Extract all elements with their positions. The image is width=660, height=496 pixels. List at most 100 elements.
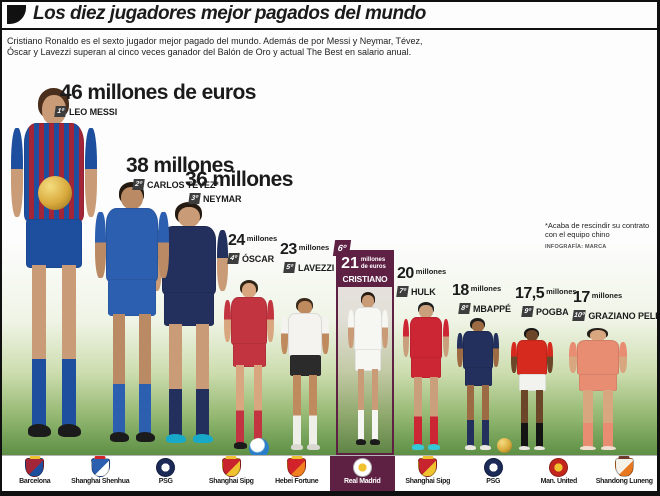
player-name: ÓSCAR xyxy=(242,253,275,264)
player-arm xyxy=(382,309,389,349)
player-head xyxy=(472,320,484,332)
page-title: Los diez jugadores mejor pagados del mun… xyxy=(33,3,426,24)
player-figure-messi xyxy=(0,88,110,456)
player-shorts xyxy=(232,343,266,368)
player-leg xyxy=(58,264,81,438)
player-shirt xyxy=(409,316,443,359)
player-leg xyxy=(580,389,596,451)
player-arm xyxy=(223,299,231,343)
club-bar: Barcelona Shanghai Shenhua PSG Shanghai … xyxy=(2,455,657,492)
label-cristiano: 21 millones de euros CRISTIANO xyxy=(338,252,392,287)
player-leg xyxy=(480,384,491,450)
club-cell-shanghai-shenhua: Shanghai Shenhua xyxy=(68,456,134,492)
player-leg xyxy=(307,374,320,451)
label-hulk: 20 millones 7º HULK xyxy=(396,265,446,297)
player-shirt xyxy=(106,208,158,282)
player-arm xyxy=(618,342,628,374)
player-figure-cristiano xyxy=(342,292,394,453)
section-marker-icon xyxy=(7,5,26,24)
rank-badge: 3º xyxy=(188,193,201,204)
player-shorts xyxy=(464,367,492,387)
player-arm xyxy=(10,128,24,217)
player-arm xyxy=(457,333,464,367)
player-figure-tevez xyxy=(84,182,180,456)
club-name: Shandong Luneng xyxy=(595,478,653,485)
player-shirt xyxy=(288,313,322,357)
player-leg xyxy=(165,323,186,444)
player-name: LAVEZZI xyxy=(298,262,335,273)
player-shorts xyxy=(355,349,381,371)
club-name: Hebei Fortune xyxy=(275,478,319,485)
club-cell-psg: PSG xyxy=(133,456,199,492)
player-arm xyxy=(322,315,329,354)
player-name: LEO MESSI xyxy=(69,106,118,117)
label-messi: 46 millones de euros 1º LEO MESSI xyxy=(54,81,256,117)
footnote: *Acaba de rescindir su contrato con el e… xyxy=(545,221,657,252)
club-cell-hebei-fortune: Hebei Fortune xyxy=(264,456,330,492)
salary-amount: 17,5 millones xyxy=(515,285,577,302)
footnote-line-1: *Acaba de rescindir su contrato xyxy=(545,221,650,230)
player-leg xyxy=(465,384,477,450)
player-leg xyxy=(233,365,247,449)
player-name: CRISTIANO xyxy=(342,274,388,284)
rank-badge: 8º xyxy=(458,303,471,314)
label-mbappe: 18 millones 8º MBAPPÉ xyxy=(452,282,511,314)
player-leg xyxy=(412,376,424,450)
club-cell-man-united: Man. United xyxy=(526,456,592,492)
label-pelle: 17 millones 10º GRAZIANO PELLÈ xyxy=(572,289,660,321)
salary-amount: 36 millones xyxy=(185,168,293,191)
club-name: Shanghai Sipg xyxy=(405,478,451,485)
player-name: CARLOS TÉVEZ* xyxy=(147,179,219,190)
player-arm xyxy=(216,229,228,291)
player-arm xyxy=(511,342,518,374)
player-head xyxy=(298,300,312,314)
psg-logo-icon xyxy=(156,458,176,477)
player-name: MBAPPÉ xyxy=(473,303,511,314)
salary-amount: 46 millones de euros xyxy=(60,81,256,104)
player-shorts xyxy=(108,279,156,317)
rank-badge: 5º xyxy=(283,262,296,273)
shanghai-sipg-logo-icon xyxy=(221,458,241,477)
label-tevez: 38 millones 2º CARLOS TÉVEZ* xyxy=(126,155,234,190)
player-arm xyxy=(492,333,499,367)
player-head xyxy=(526,330,538,341)
intro-line-1: Cristiano Ronaldo es el sexto jugador me… xyxy=(7,36,423,46)
rank-badge: 9º xyxy=(521,306,534,317)
player-head xyxy=(121,186,143,210)
club-cell-psg-2: PSG xyxy=(461,456,527,492)
rank-badge: 6º xyxy=(332,240,352,256)
label-pogba: 17,5 millones 9º POGBA xyxy=(515,285,577,317)
player-head xyxy=(589,330,607,341)
player-leg xyxy=(600,389,616,451)
soccer-ball xyxy=(249,438,269,458)
club-name: Barcelona xyxy=(19,478,51,485)
label-oscar: 24 millones 4º ÓSCAR xyxy=(227,232,278,264)
rank-badge: 1º xyxy=(54,106,67,117)
salary-amount: 23 millones xyxy=(280,241,330,258)
player-leg xyxy=(369,369,381,445)
player-leg xyxy=(109,313,130,443)
player-leg xyxy=(28,264,50,438)
title-divider xyxy=(2,28,657,30)
player-arm xyxy=(402,319,410,357)
player-name: NEYMAR xyxy=(203,193,242,204)
rank-badge: 2º xyxy=(132,179,145,190)
player-arm xyxy=(347,309,354,349)
label-neymar: 36 millones 3º NEYMAR xyxy=(185,169,293,204)
club-cell-real-madrid: Real Madrid xyxy=(329,456,395,492)
club-cell-shanghai-sipg: Shanghai Sipg xyxy=(199,456,265,492)
player-shorts xyxy=(579,373,617,392)
player-shirt xyxy=(517,340,547,376)
club-cell-shanghai-sipg-2: Shanghai Sipg xyxy=(395,456,461,492)
player-shorts xyxy=(289,354,321,377)
player-arm xyxy=(281,315,288,354)
rank-badge: 10º xyxy=(572,310,587,321)
player-shirt xyxy=(353,307,383,351)
player-leg xyxy=(192,323,213,444)
salary-amount: 24 millones xyxy=(228,232,278,249)
player-figure-pogba xyxy=(505,328,559,457)
player-head xyxy=(362,294,374,309)
salary-amount: 18 millones xyxy=(452,282,502,299)
club-name: Real Madrid xyxy=(344,478,381,485)
